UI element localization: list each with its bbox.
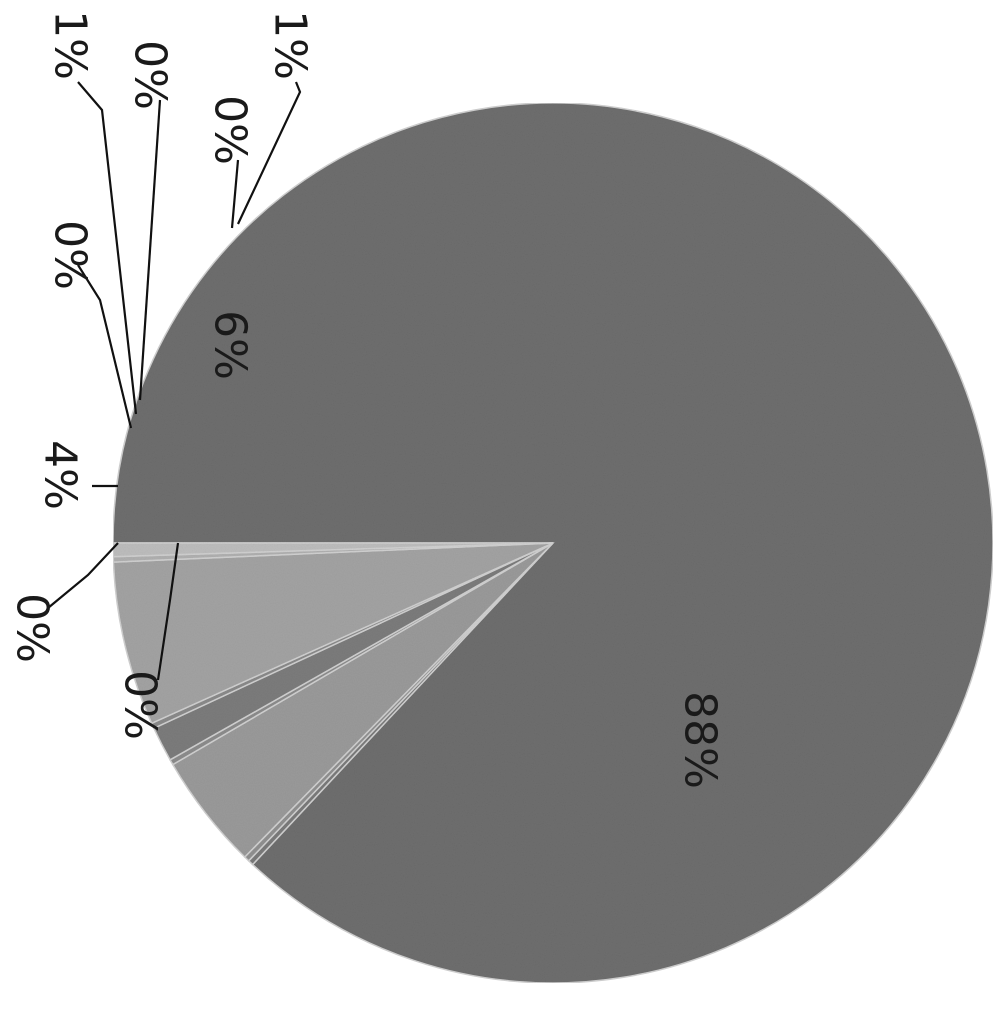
slice-label: 88% (675, 691, 726, 789)
pie-slice (112, 542, 554, 725)
slice-label: 6% (205, 310, 256, 380)
pie-slices (112, 102, 994, 984)
leader-line (237, 81, 302, 225)
leader-line (156, 542, 180, 681)
slice-labels: 88%0%0%4%0%1% 0%6%0%1% (7, 10, 726, 789)
leader-line (138, 99, 162, 401)
leader-line (77, 264, 133, 429)
slice-label: 0% (205, 95, 256, 165)
slice-label: 1% (265, 10, 316, 80)
slice-label: 0% (45, 220, 96, 290)
leader-line (77, 81, 138, 415)
pie-slice (112, 102, 994, 984)
leader-line (47, 542, 119, 609)
slice-label: 0% (7, 593, 58, 663)
leader-line (230, 159, 240, 229)
slice-label: 0% (125, 40, 176, 110)
slice-label: 4% (35, 440, 86, 510)
leader-lines (47, 81, 302, 681)
slice-label: 0% (115, 670, 166, 740)
slice-label: 1% (45, 10, 96, 80)
